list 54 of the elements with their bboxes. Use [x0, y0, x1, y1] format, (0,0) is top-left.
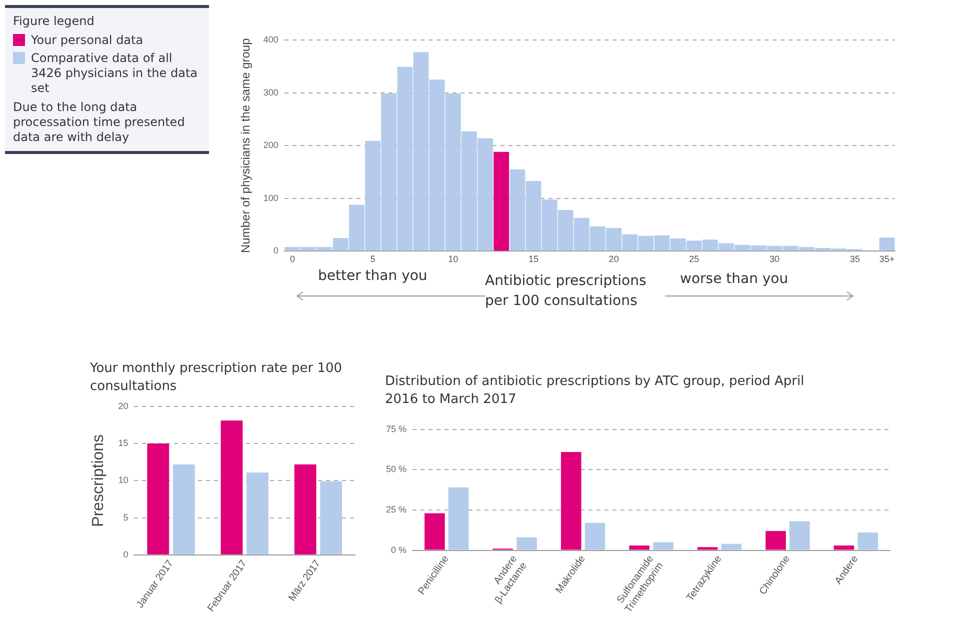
- bar: [516, 537, 537, 550]
- x-axis-title: Antibiotic prescriptions per 100 consultations: [485, 271, 665, 311]
- x-tick-label: 10: [448, 254, 458, 264]
- legend-title: Figure legend: [13, 14, 96, 29]
- y-tick-label: 100: [263, 192, 278, 203]
- x-tick-label: 0: [290, 254, 295, 264]
- bar: [653, 542, 674, 550]
- x-tick-label: 15: [528, 254, 538, 264]
- y-tick-label: 300: [263, 87, 278, 98]
- x-tick-label: 30: [769, 254, 780, 264]
- y-tick-label: 75 %: [386, 424, 407, 434]
- y-tick-label: 0: [273, 246, 278, 256]
- y-tick-label: 10: [118, 475, 128, 486]
- bar: [220, 420, 243, 554]
- bar: [147, 444, 170, 554]
- bar: [246, 472, 268, 554]
- bar: [584, 522, 606, 550]
- y-tick-label: 5: [123, 512, 128, 522]
- y-axis-title: Number of physicians in the same group: [238, 38, 253, 253]
- text: worse than you: [680, 271, 788, 287]
- y-tick-label: 0 %: [391, 544, 407, 555]
- bar: [789, 521, 810, 550]
- chart-title: Your monthly prescription rate per 100 consultations: [90, 360, 344, 396]
- x-tick-label: 5: [370, 254, 376, 264]
- x-tick-label: 35: [850, 254, 860, 264]
- bar: [629, 545, 650, 550]
- bar: [424, 513, 445, 550]
- bar: [494, 152, 510, 251]
- y-tick-label: 50 %: [386, 464, 407, 474]
- bar: [294, 464, 316, 554]
- legend-label: Comparative data of all 3426 physicians in the data set: [31, 51, 199, 96]
- x-tick-label: 35+: [879, 254, 895, 264]
- bar: [320, 481, 342, 554]
- y-axis-title: Prescriptions: [90, 434, 108, 527]
- bar: [697, 547, 718, 550]
- bar: [766, 530, 786, 550]
- x-tick-label: 20: [608, 254, 619, 264]
- y-tick-label: 200: [263, 140, 278, 150]
- bar: [448, 487, 469, 550]
- y-tick-label: 15: [118, 438, 128, 448]
- legend-label: Your personal data: [31, 33, 144, 48]
- bar: [858, 532, 878, 550]
- text: better than you: [318, 268, 428, 284]
- chart-title: Distribution of antibiotic prescriptions by ATC group, period April 2016 to March 2017: [385, 373, 806, 409]
- text: Due to the long data processation time presented data are with delay: [13, 100, 186, 145]
- bar: [172, 464, 195, 554]
- y-tick-label: 20: [118, 400, 128, 411]
- bar: [879, 237, 895, 251]
- bar: [560, 452, 582, 550]
- x-tick-label: 25: [689, 254, 700, 264]
- y-tick-label: 400: [263, 34, 278, 44]
- bar: [834, 545, 854, 550]
- bar: [721, 544, 742, 550]
- y-tick-label: 25 %: [386, 504, 407, 514]
